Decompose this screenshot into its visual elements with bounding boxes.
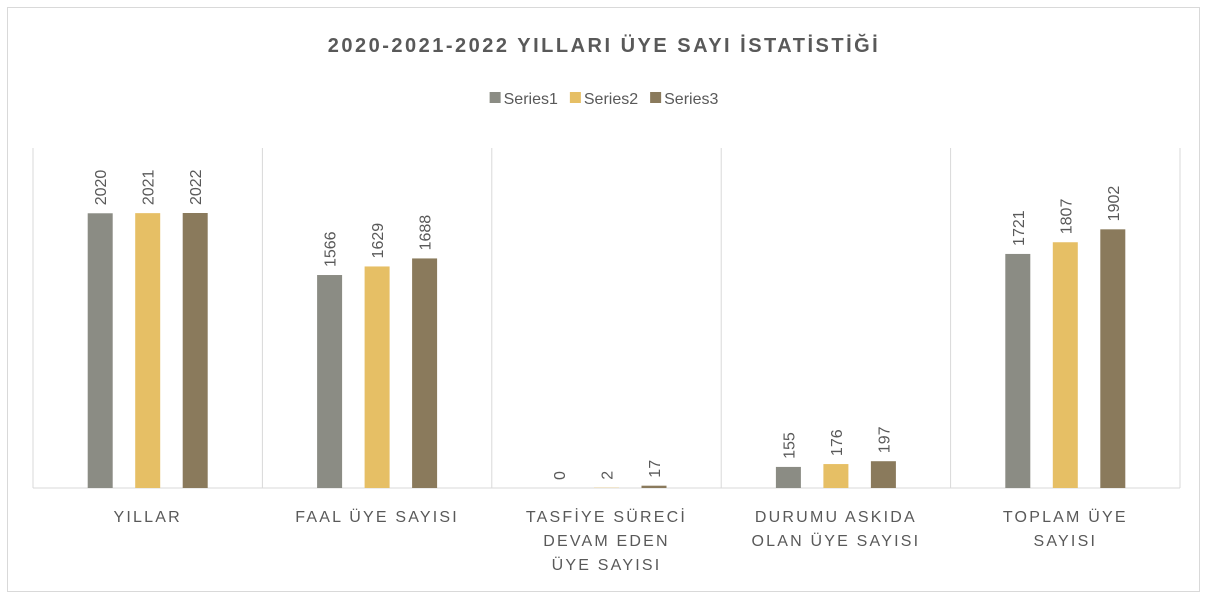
data-label: 1902 xyxy=(1106,186,1123,222)
data-label: 176 xyxy=(829,429,846,456)
legend-swatch xyxy=(489,92,501,103)
x-tick-label: TASFİYE SÜRECİ DEVAM EDEN ÜYE SAYISI xyxy=(526,507,687,574)
bar xyxy=(1005,253,1031,488)
data-label: 2022 xyxy=(188,169,205,205)
bar xyxy=(1100,229,1126,488)
data-label: 2021 xyxy=(141,169,158,205)
legend-label: Series1 xyxy=(504,91,558,108)
data-label: 17 xyxy=(647,460,664,478)
bar xyxy=(641,485,667,488)
data-label: 1629 xyxy=(370,223,387,259)
legend: Series1 Series2 Series3 xyxy=(489,91,718,108)
legend-label: Series2 xyxy=(584,91,638,108)
data-label: 1807 xyxy=(1058,199,1075,235)
bar xyxy=(87,213,113,488)
x-tick-label: DURUMU ASKIDA OLAN ÜYE SAYISI xyxy=(752,509,921,550)
x-tick-label: FAAL ÜYE SAYISI xyxy=(295,508,459,526)
legend-swatch xyxy=(650,92,662,103)
data-label: 1566 xyxy=(323,231,340,267)
bar xyxy=(135,213,161,489)
data-label: 197 xyxy=(876,426,893,453)
bar xyxy=(775,466,801,488)
legend-label: Series3 xyxy=(664,91,718,108)
bar xyxy=(364,266,390,488)
data-label: 155 xyxy=(781,432,798,459)
bar xyxy=(1052,242,1078,488)
x-tick-label: TOPLAM ÜYE SAYISI xyxy=(1003,508,1128,550)
legend-swatch xyxy=(569,92,581,103)
bar xyxy=(870,461,896,488)
bar xyxy=(412,258,438,488)
data-label: 2 xyxy=(600,471,617,480)
bar xyxy=(317,275,343,488)
data-label: 1721 xyxy=(1011,210,1028,246)
data-label: 1688 xyxy=(418,215,435,251)
chart-title: 2020-2021-2022 YILLARI ÜYE SAYI İSTATİST… xyxy=(328,33,881,57)
data-label: 2020 xyxy=(93,170,110,206)
bar xyxy=(823,464,849,488)
bar xyxy=(182,213,208,488)
data-label: 0 xyxy=(552,471,569,480)
x-tick-label: YILLAR xyxy=(114,509,182,526)
